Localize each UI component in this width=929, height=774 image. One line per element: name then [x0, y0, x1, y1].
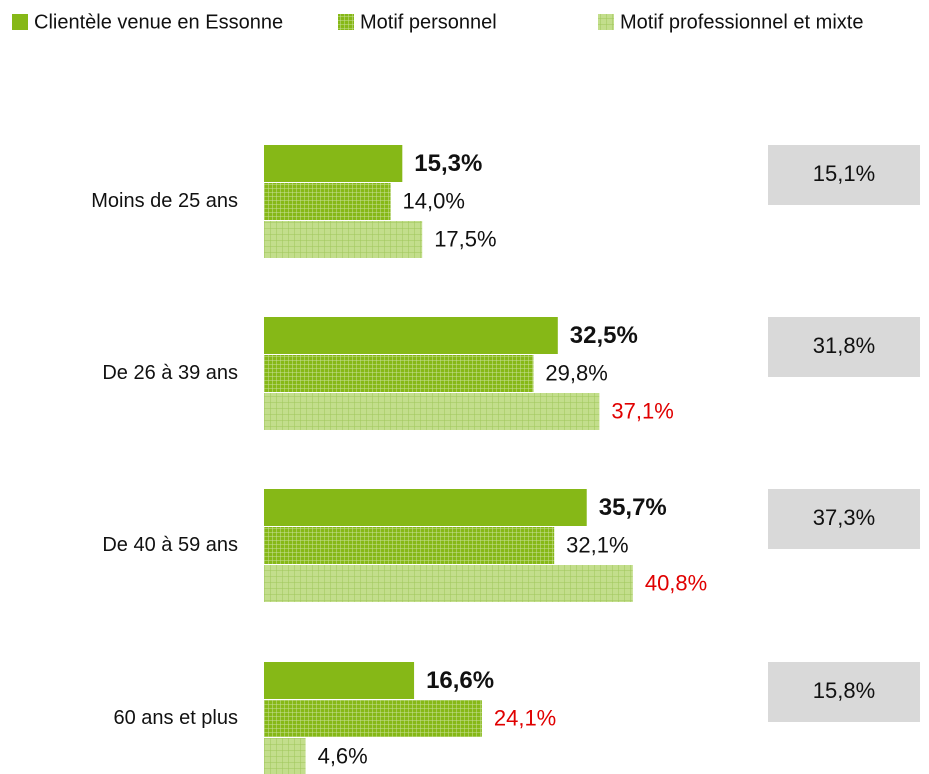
legend-swatch	[338, 14, 354, 30]
bar	[264, 221, 423, 258]
value-label: 35,7%	[599, 494, 667, 521]
bar	[264, 393, 600, 430]
value-label: 4,6%	[318, 743, 368, 768]
value-label: 32,5%	[570, 322, 638, 349]
category-label: Moins de 25 ans	[91, 190, 238, 212]
bar	[264, 700, 482, 737]
value-label: 29,8%	[545, 360, 607, 385]
value-label: 16,6%	[426, 667, 494, 694]
bar	[264, 145, 403, 182]
bar	[264, 489, 587, 526]
reference-box	[768, 317, 920, 377]
value-label: 24,1%	[494, 705, 556, 730]
bar	[264, 738, 306, 774]
category-label: De 26 à 39 ans	[102, 362, 238, 384]
value-label: 14,0%	[403, 188, 465, 213]
bar	[264, 662, 415, 699]
category-label: 60 ans et plus	[113, 707, 238, 729]
legend-label: Motif professionnel et mixte	[620, 11, 863, 33]
bar	[264, 317, 558, 354]
bar	[264, 183, 391, 220]
reference-box	[768, 489, 920, 549]
legend-swatch	[12, 14, 28, 30]
reference-label: 37,3%	[813, 505, 875, 530]
reference-label: 15,1%	[813, 161, 875, 186]
value-label: 32,1%	[566, 532, 628, 557]
value-label: 15,3%	[414, 150, 482, 177]
category-label: De 40 à 59 ans	[102, 534, 238, 556]
reference-box	[768, 662, 920, 722]
bar	[264, 527, 555, 564]
reference-label: 31,8%	[813, 333, 875, 358]
value-label: 37,1%	[611, 398, 673, 423]
legend-swatch	[598, 14, 614, 30]
reference-label: 15,8%	[813, 678, 875, 703]
value-label: 17,5%	[434, 226, 496, 251]
bar	[264, 565, 633, 602]
bar	[264, 355, 534, 392]
reference-box	[768, 145, 920, 205]
value-label: 40,8%	[645, 570, 707, 595]
legend-label: Motif personnel	[360, 11, 497, 33]
legend-label: Clientèle venue en Essonne	[34, 11, 283, 33]
